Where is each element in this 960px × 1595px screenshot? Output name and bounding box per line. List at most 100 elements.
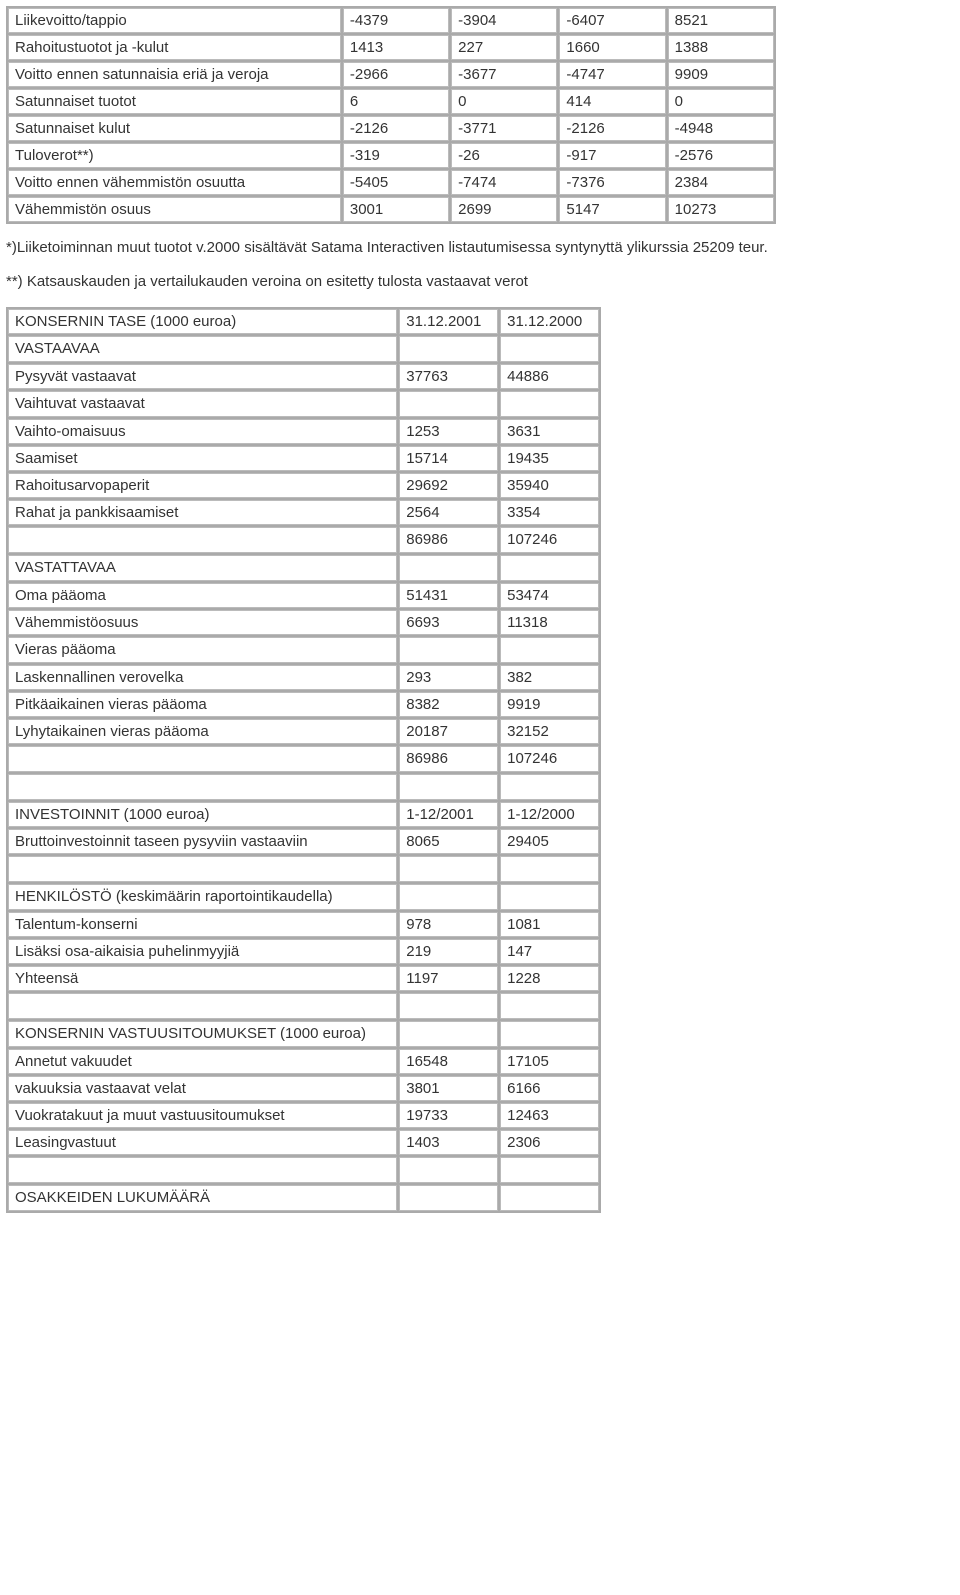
cell: 978 xyxy=(399,912,498,937)
cell xyxy=(500,774,599,800)
table-row: Vuokratakuut ja muut vastuusitoumukset19… xyxy=(8,1103,599,1128)
cell xyxy=(399,391,498,417)
cell: 19435 xyxy=(500,446,599,471)
table-row: vakuuksia vastaavat velat38016166 xyxy=(8,1076,599,1101)
cell: 12463 xyxy=(500,1103,599,1128)
cell xyxy=(500,993,599,1019)
table-row: Leasingvastuut14032306 xyxy=(8,1130,599,1155)
table-row: Laskennallinen verovelka293382 xyxy=(8,665,599,690)
table-row: Yhteensä11971228 xyxy=(8,966,599,991)
row-label: Voitto ennen satunnaisia eriä ja veroja xyxy=(8,62,341,87)
cell: 3801 xyxy=(399,1076,498,1101)
cell xyxy=(399,1185,498,1211)
row-label xyxy=(8,527,397,553)
table-row: Vieras pääoma xyxy=(8,637,599,663)
cell: 2306 xyxy=(500,1130,599,1155)
cell: 3354 xyxy=(500,500,599,525)
row-label: Annetut vakuudet xyxy=(8,1049,397,1074)
row-label: Satunnaiset kulut xyxy=(8,116,341,141)
cell: 6693 xyxy=(399,610,498,635)
table-row: KONSERNIN VASTUUSITOUMUKSET (1000 euroa) xyxy=(8,1021,599,1047)
cell: -2576 xyxy=(668,143,774,168)
row-label: Laskennallinen verovelka xyxy=(8,665,397,690)
cell: 219 xyxy=(399,939,498,964)
row-label: HENKILÖSTÖ (keskimäärin raportointikaude… xyxy=(8,884,397,910)
cell: -26 xyxy=(451,143,557,168)
table-row xyxy=(8,774,599,800)
cell: 53474 xyxy=(500,583,599,608)
row-label: Satunnaiset tuotot xyxy=(8,89,341,114)
row-label xyxy=(8,774,397,800)
cell xyxy=(500,1157,599,1183)
cell: 5147 xyxy=(559,197,665,222)
table-row: Vähemmistön osuus30012699514710273 xyxy=(8,197,774,222)
cell: 8521 xyxy=(668,8,774,33)
cell: 147 xyxy=(500,939,599,964)
row-label: Pysyvät vastaavat xyxy=(8,364,397,389)
row-label: Rahoitusarvopaperit xyxy=(8,473,397,498)
table-row: HENKILÖSTÖ (keskimäärin raportointikaude… xyxy=(8,884,599,910)
cell: 3001 xyxy=(343,197,449,222)
table-row: Pysyvät vastaavat3776344886 xyxy=(8,364,599,389)
row-label: Talentum-konserni xyxy=(8,912,397,937)
cell: 20187 xyxy=(399,719,498,744)
cell: 1413 xyxy=(343,35,449,60)
cell: 51431 xyxy=(399,583,498,608)
table-header-row: KONSERNIN TASE (1000 euroa)31.12.200131.… xyxy=(8,309,599,334)
cell: 0 xyxy=(668,89,774,114)
table-row: Satunnaiset kulut-2126-3771-2126-4948 xyxy=(8,116,774,141)
cell xyxy=(500,856,599,882)
cell xyxy=(399,856,498,882)
table-row: Satunnaiset tuotot604140 xyxy=(8,89,774,114)
row-label: Lyhytaikainen vieras pääoma xyxy=(8,719,397,744)
cell xyxy=(500,884,599,910)
cell: -917 xyxy=(559,143,665,168)
row-label: Liikevoitto/tappio xyxy=(8,8,341,33)
table-row: Pitkäaikainen vieras pääoma83829919 xyxy=(8,692,599,717)
table-row: Liikevoitto/tappio-4379-3904-64078521 xyxy=(8,8,774,33)
cell: 9919 xyxy=(500,692,599,717)
cell xyxy=(399,1021,498,1047)
row-label: Rahat ja pankkisaamiset xyxy=(8,500,397,525)
table-row: Lyhytaikainen vieras pääoma2018732152 xyxy=(8,719,599,744)
footnote-1: *)Liiketoiminnan muut tuotot v.2000 sisä… xyxy=(6,238,776,258)
cell: 19733 xyxy=(399,1103,498,1128)
cell: 44886 xyxy=(500,364,599,389)
row-label: Bruttoinvestoinnit taseen pysyviin vasta… xyxy=(8,829,397,854)
cell: 107246 xyxy=(500,527,599,553)
cell: -4379 xyxy=(343,8,449,33)
cell xyxy=(399,774,498,800)
cell: 1-12/2001 xyxy=(399,802,498,827)
header-cell: 31.12.2000 xyxy=(500,309,599,334)
row-label: Leasingvastuut xyxy=(8,1130,397,1155)
cell: -7474 xyxy=(451,170,557,195)
table-row: Rahat ja pankkisaamiset25643354 xyxy=(8,500,599,525)
cell: -7376 xyxy=(559,170,665,195)
cell: 293 xyxy=(399,665,498,690)
cell xyxy=(500,336,599,362)
row-label: Tuloverot**) xyxy=(8,143,341,168)
cell: 1403 xyxy=(399,1130,498,1155)
cell: 11318 xyxy=(500,610,599,635)
cell: 35940 xyxy=(500,473,599,498)
row-label: Yhteensä xyxy=(8,966,397,991)
cell: -319 xyxy=(343,143,449,168)
row-label xyxy=(8,1157,397,1183)
cell: 2564 xyxy=(399,500,498,525)
cell: 37763 xyxy=(399,364,498,389)
cell: 1197 xyxy=(399,966,498,991)
row-label: Vähemmistöosuus xyxy=(8,610,397,635)
row-label: Vuokratakuut ja muut vastuusitoumukset xyxy=(8,1103,397,1128)
footnote-2: **) Katsauskauden ja vertailukauden vero… xyxy=(6,272,776,292)
table-row: Vaihtuvat vastaavat xyxy=(8,391,599,417)
cell: 10273 xyxy=(668,197,774,222)
table-row: Talentum-konserni9781081 xyxy=(8,912,599,937)
row-label: Vähemmistön osuus xyxy=(8,197,341,222)
cell: 1-12/2000 xyxy=(500,802,599,827)
table-row: 86986107246 xyxy=(8,527,599,553)
cell: -3771 xyxy=(451,116,557,141)
row-label: Saamiset xyxy=(8,446,397,471)
table-row: 86986107246 xyxy=(8,746,599,772)
table-row: Tuloverot**)-319-26-917-2576 xyxy=(8,143,774,168)
row-label: VASTAAVAA xyxy=(8,336,397,362)
